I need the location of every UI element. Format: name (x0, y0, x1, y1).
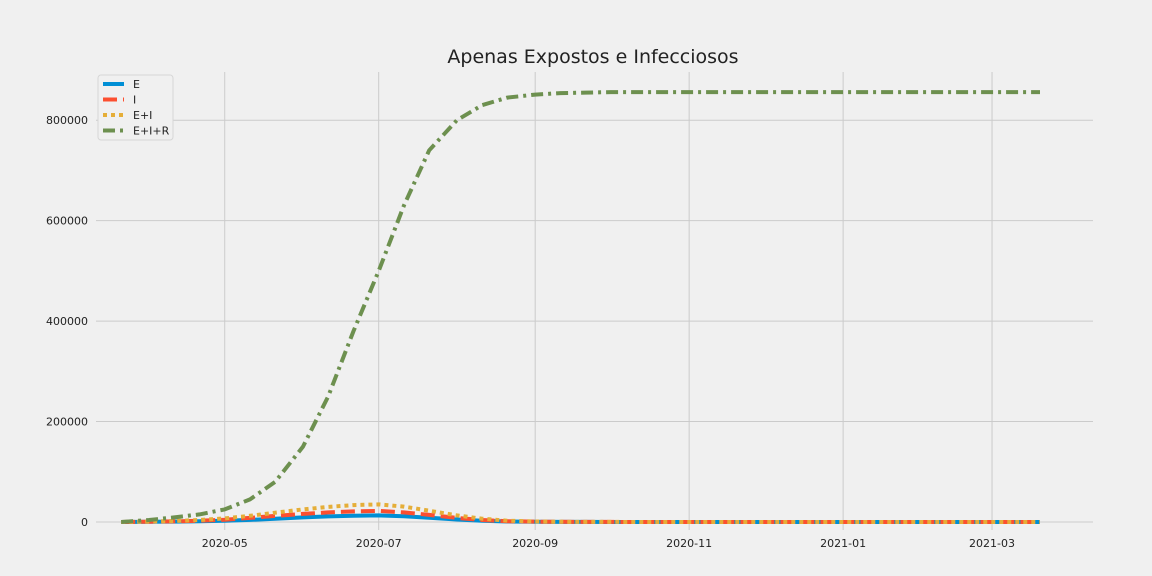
x-axis: 2020-05 2020-07 2020-09 2020-11 2021-01 2021-… (202, 537, 1015, 550)
legend-box (97, 74, 174, 141)
y-tick-label: 600000 (46, 215, 88, 228)
y-tick-label: 0 (81, 516, 88, 529)
x-tick-label: 2020-11 (666, 537, 712, 550)
x-tick-label: 2021-03 (969, 537, 1015, 550)
x-tick-label: 2020-07 (356, 537, 402, 550)
legend-label: E+I (133, 109, 152, 122)
series-lines (121, 90, 1040, 524)
chart-title: Apenas Expostos e Infecciosos (447, 46, 738, 68)
series-line-e-i-r (121, 90, 1040, 524)
y-tick-label: 200000 (46, 416, 88, 429)
y-tick-label: 400000 (46, 315, 88, 328)
series-line-i (121, 508, 1040, 524)
y-tick-label: 800000 (46, 114, 88, 127)
legend-label: E (133, 78, 140, 91)
grid (96, 72, 1093, 530)
x-tick-label: 2020-09 (512, 537, 558, 550)
legend: EI E+I E+I+R (97, 74, 174, 141)
y-axis: 0 200000 400000 600000 800000 (46, 114, 88, 529)
legend-label: E+I+R (133, 125, 170, 138)
legend-label: I (133, 94, 136, 107)
x-tick-label: 2021-01 (820, 537, 866, 550)
x-tick-label: 2020-05 (202, 537, 248, 550)
